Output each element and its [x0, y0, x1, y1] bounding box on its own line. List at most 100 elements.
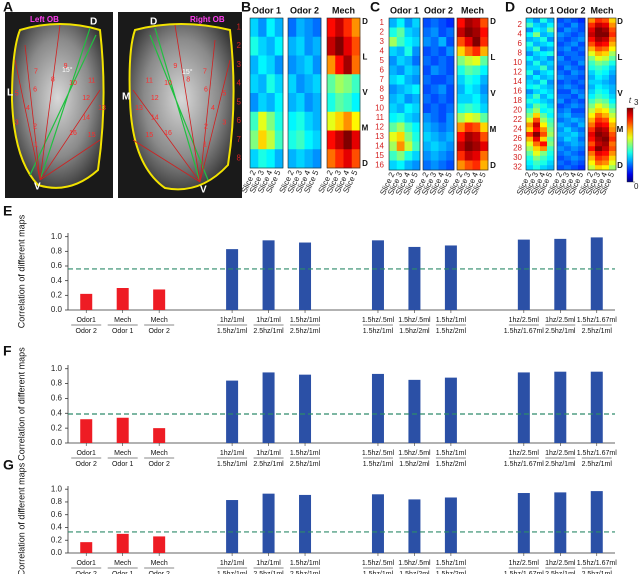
heat-cell: [446, 141, 455, 152]
heat-cell: [609, 136, 617, 142]
category-top: Mech: [114, 450, 131, 457]
heat-cell: [250, 130, 259, 150]
heat-cell: [389, 160, 398, 171]
heat-cell: [266, 149, 276, 169]
heat-cell: [578, 98, 586, 104]
heat-cell: [571, 84, 579, 90]
heat-cell: [602, 108, 610, 114]
heat-cell: [404, 27, 413, 38]
heat-cell: [609, 117, 617, 123]
heat-cell: [526, 146, 534, 152]
heat-cell: [430, 56, 439, 66]
heat-cell: [526, 84, 534, 90]
heat-cell: [274, 93, 284, 113]
heat-cell: [343, 149, 353, 169]
category-bottom: 2.5hz/1ml: [290, 571, 321, 574]
heat-cell: [423, 27, 432, 38]
heat-cell: [446, 103, 455, 114]
heat-cell: [404, 103, 413, 114]
region-label: 2: [33, 123, 37, 130]
category-top: 1.5hz/1.67ml: [577, 317, 618, 324]
heat-cell: [609, 98, 617, 104]
heat-cell: [595, 98, 603, 104]
heat-cell: [457, 141, 466, 152]
heat-cell: [526, 136, 534, 142]
row-label: 18: [513, 96, 522, 105]
heat-cell: [312, 149, 322, 169]
heat-cell: [557, 136, 565, 142]
heat-cell: [547, 18, 555, 24]
heat-cell: [540, 122, 548, 128]
heat-cell: [288, 93, 297, 113]
heat-cell: [557, 155, 565, 161]
heat-cell: [588, 122, 596, 128]
y-tick-label: 0.0: [51, 305, 63, 314]
heat-cell: [457, 160, 466, 171]
heat-cell: [609, 103, 617, 109]
heat-cell: [446, 132, 455, 142]
heat-cell: [588, 117, 596, 123]
heat-cell: [602, 155, 610, 161]
panel-label: D: [505, 0, 515, 15]
heat-cell: [588, 103, 596, 109]
y-tick-label: 0.0: [51, 438, 63, 447]
category-top: 1.5hz/1ml: [290, 560, 321, 567]
heat-cell: [557, 127, 565, 133]
heat-cell: [396, 27, 405, 38]
heat-cell: [404, 122, 413, 133]
heat-cell: [274, 130, 284, 150]
region-label: 9: [64, 63, 68, 70]
map-name: Odor 1: [252, 5, 281, 15]
heat-cell: [412, 27, 421, 38]
heat-cell: [446, 75, 455, 85]
heat-cell: [472, 56, 481, 66]
category-bottom: Odor 1: [112, 461, 134, 468]
heat-cell: [472, 141, 481, 152]
heat-cell: [327, 74, 336, 94]
heat-cell: [547, 37, 555, 43]
heat-cell: [327, 130, 336, 150]
heat-cell: [446, 122, 455, 133]
heat-cell: [389, 18, 398, 28]
heat-cell: [533, 41, 541, 47]
orientation-label: D: [617, 17, 623, 26]
category-bottom: 1.5hz/1ml: [363, 461, 394, 468]
bar: [444, 245, 457, 310]
heat-cell: [547, 136, 555, 142]
panel-label: B: [241, 0, 251, 15]
heat-cell: [296, 111, 305, 131]
heat-cell: [343, 18, 353, 38]
y-axis-label: Correlation of different maps: [16, 347, 26, 461]
row-label: 12: [375, 122, 384, 131]
heat-cell: [595, 108, 603, 114]
heat-cell: [258, 130, 267, 150]
map-frame: [287, 17, 322, 169]
heat-cell: [464, 113, 473, 123]
y-tick-label: 0.2: [51, 290, 63, 299]
heat-cell: [571, 151, 579, 157]
heat-cell: [526, 127, 534, 133]
heat-cell: [540, 98, 548, 104]
heat-cell: [609, 70, 617, 76]
heat-cell: [557, 37, 565, 43]
heat-cell: [557, 79, 565, 85]
heat-cell: [578, 146, 586, 152]
heat-cell: [533, 160, 541, 166]
heat-cell: [578, 141, 586, 147]
heat-cell: [588, 165, 596, 171]
heat-cell: [578, 132, 586, 138]
heat-cell: [609, 46, 617, 52]
heat-cell: [389, 84, 398, 95]
heat-cell: [457, 18, 466, 28]
map-name: Odor 1: [390, 5, 419, 15]
heat-cell: [430, 151, 439, 161]
heat-cell: [547, 60, 555, 66]
heat-cell: [464, 141, 473, 152]
orientation: V: [34, 182, 41, 193]
heat-cell: [547, 41, 555, 47]
heat-cell: [430, 160, 439, 171]
map-frame: [249, 17, 284, 169]
heat-cell: [389, 113, 398, 123]
panel-a: A Left OB D V L 15° Right OB D V M 15°: [3, 0, 242, 198]
panel-label: F: [3, 343, 12, 359]
